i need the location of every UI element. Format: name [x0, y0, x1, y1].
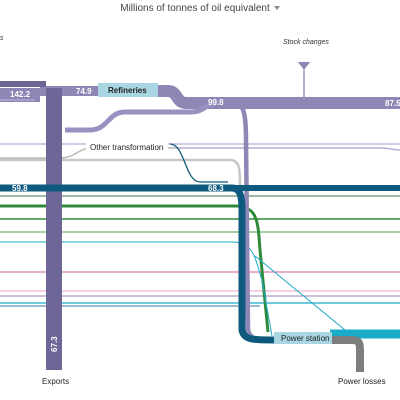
unit-selector[interactable]: Millions of tonnes of oil equivalent [0, 3, 400, 14]
flow-power-losses[interactable] [330, 336, 364, 372]
value-label-refinery-in: 74.9 [76, 87, 92, 96]
flow-light-to-power[interactable] [0, 241, 273, 337]
cropped-label-fragment: s [0, 35, 4, 42]
dropdown-caret-icon [273, 6, 280, 11]
refineries-label: Refineries [108, 86, 147, 95]
stock-changes-arrow-icon [298, 62, 310, 70]
value-label-gas-mid: 68.3 [208, 184, 224, 193]
flow-oil-to-power[interactable] [229, 99, 269, 343]
power-station-node[interactable] [274, 332, 332, 344]
flow-grey-to-power[interactable] [0, 158, 242, 195]
flow-gas-to-power[interactable] [0, 184, 277, 344]
refineries-node[interactable] [98, 83, 158, 97]
flow-other-out[interactable] [178, 147, 400, 151]
value-label-crude: 142.2 [10, 90, 31, 99]
value-label-refined-products: 99.8 [208, 98, 224, 107]
exports-column[interactable] [46, 88, 62, 370]
exports-value: 67.3 [50, 336, 59, 352]
other-transformation-node[interactable] [86, 142, 168, 152]
stock-changes-label: Stock changes [283, 39, 329, 46]
power-losses-label: Power losses [338, 377, 386, 386]
flow-thin-to-electricity[interactable] [254, 255, 346, 331]
power-station-label: Power station [281, 334, 329, 343]
exports-label: Exports [42, 377, 69, 386]
other-transformation-label: Other transformation [90, 143, 163, 152]
flow-oil-secondary[interactable] [65, 101, 216, 133]
value-label-gas-in: 59.8 [12, 184, 28, 193]
flow-other-gas[interactable] [169, 143, 228, 183]
flow-refined-products[interactable] [157, 85, 400, 109]
value-label-products-out: 87.5 [385, 99, 400, 108]
unit-selector-label: Millions of tonnes of oil equivalent [120, 3, 270, 14]
flow-coal-to-power[interactable] [0, 204, 270, 333]
